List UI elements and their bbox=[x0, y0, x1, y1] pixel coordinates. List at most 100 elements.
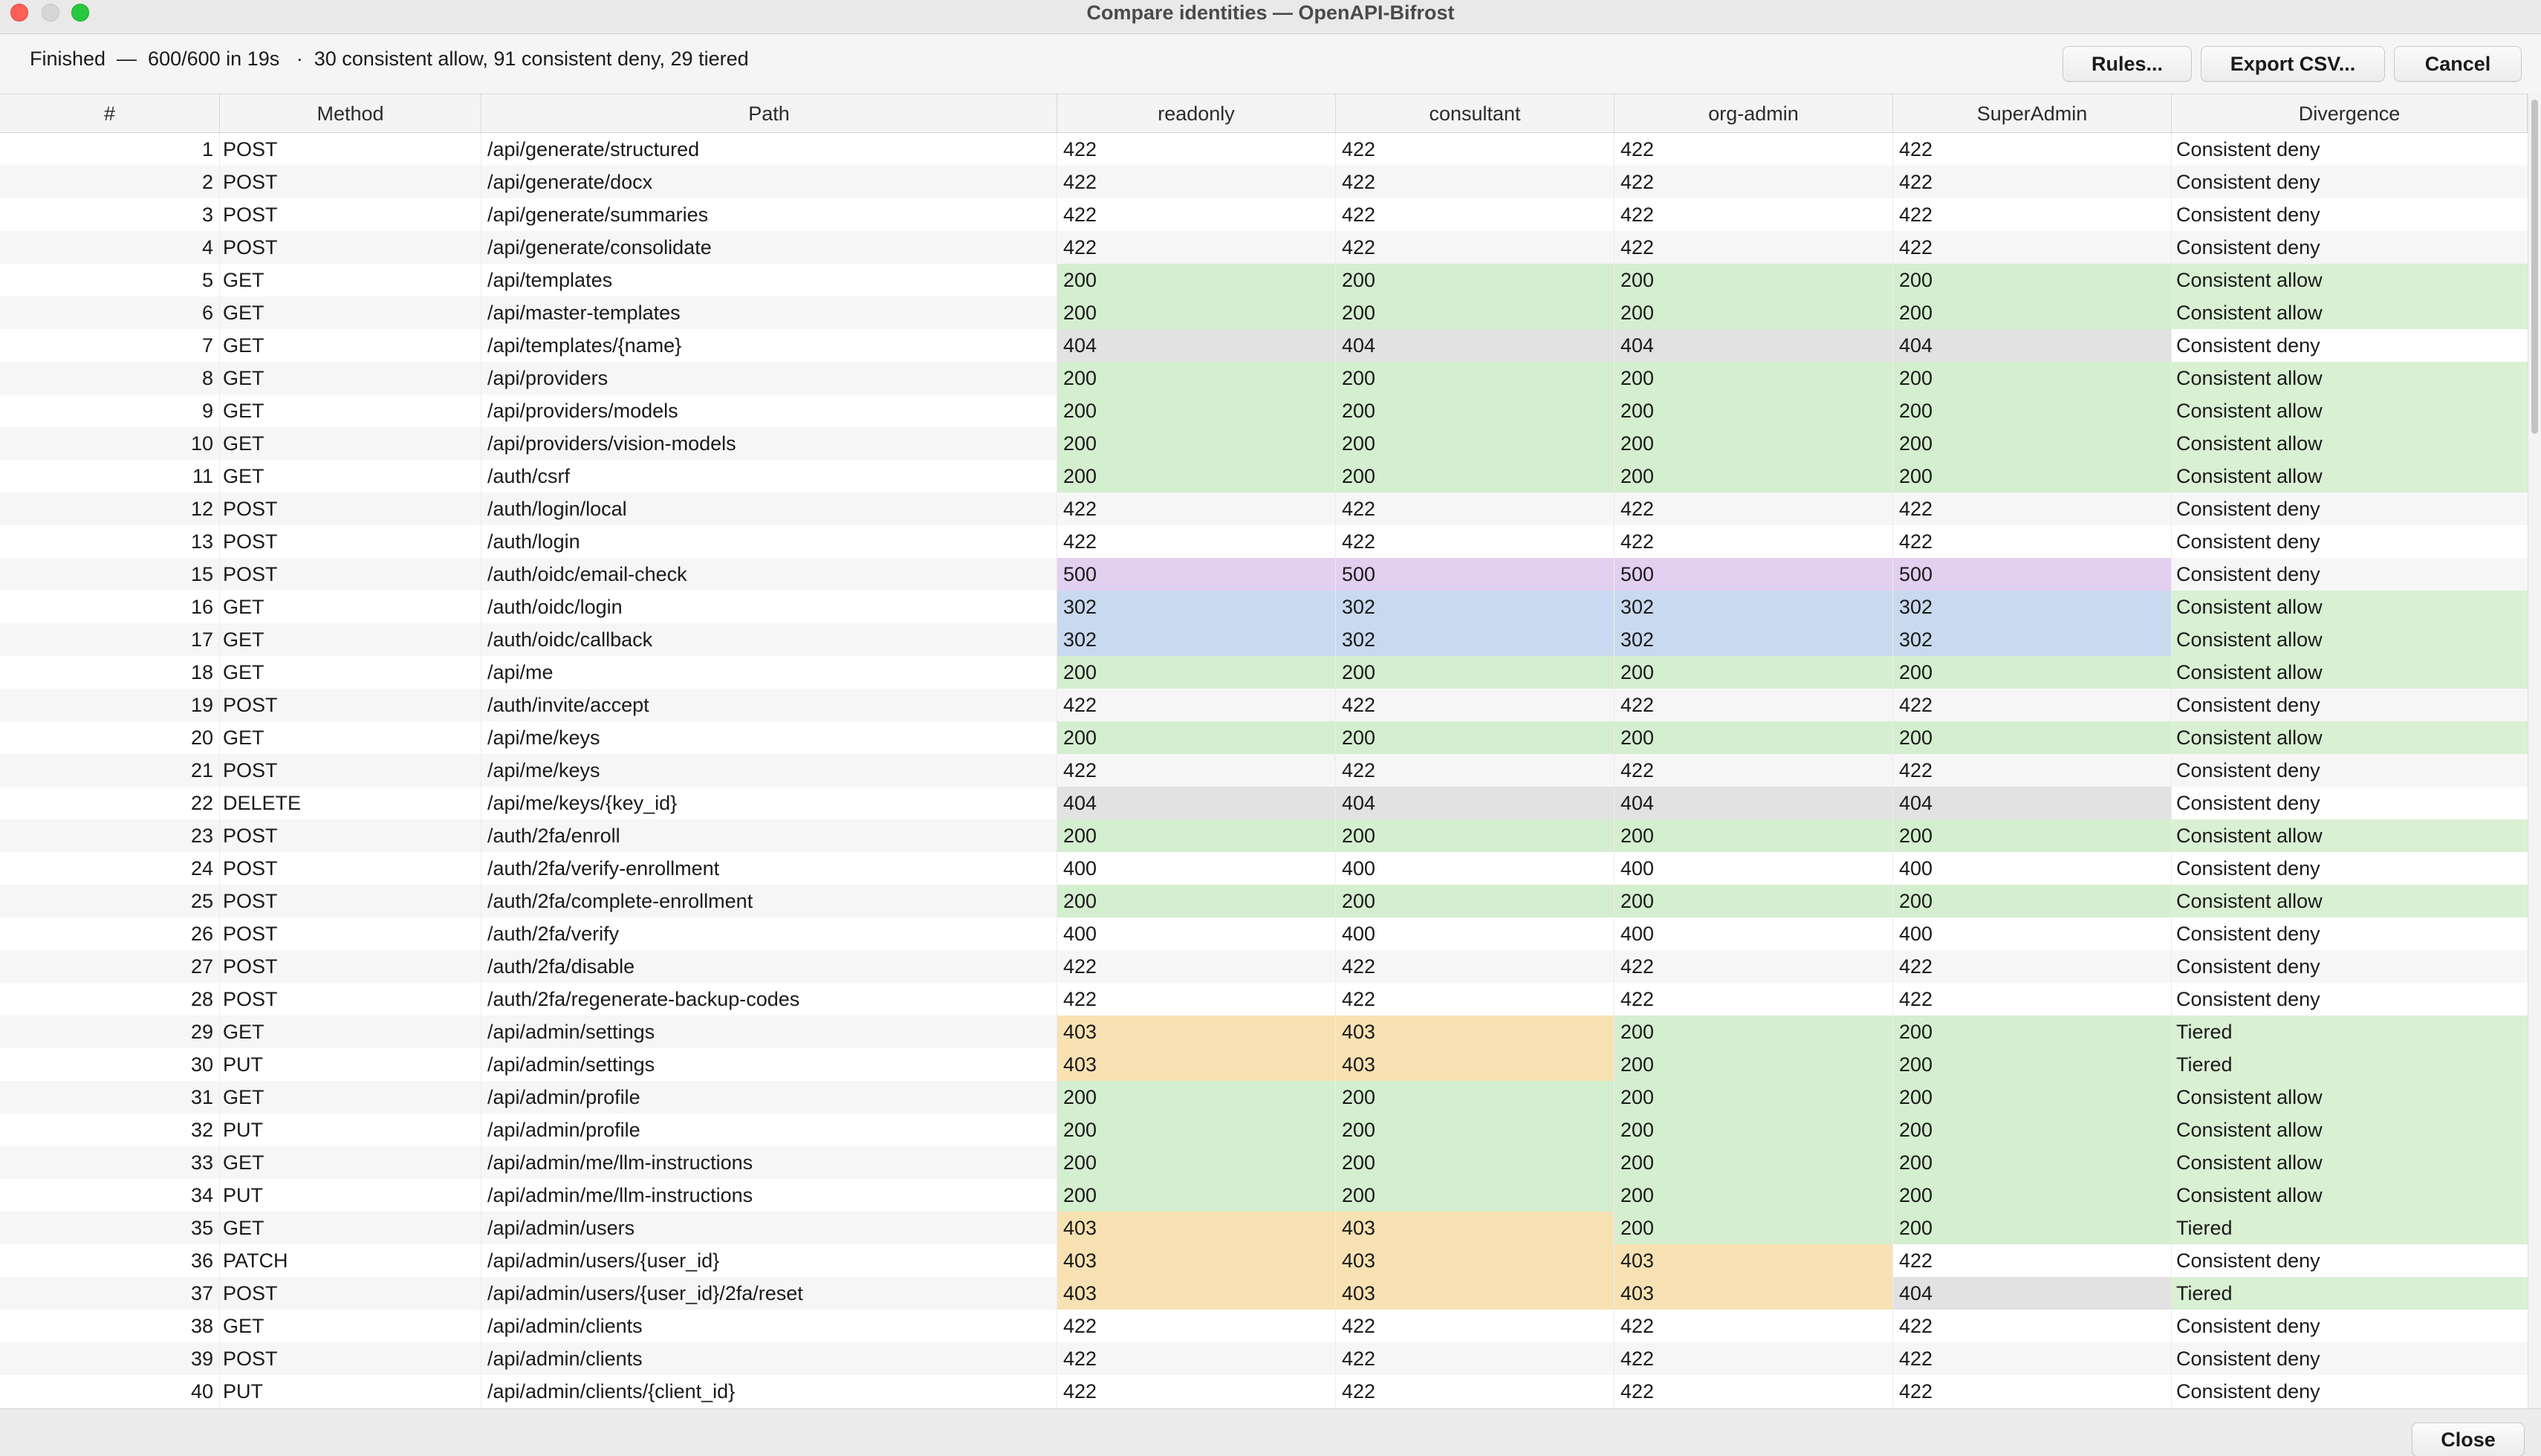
export-csv-button[interactable]: Export CSV... bbox=[2201, 46, 2385, 82]
status-code-cell: 200 bbox=[1057, 460, 1336, 493]
table-row[interactable]: 27 POST/auth/2fa/disable 422 422 422 422 Consi… bbox=[0, 950, 2528, 983]
results-table[interactable]: # Method Path readonly consultant org-admin Su… bbox=[0, 94, 2528, 1408]
table-row[interactable]: 22 DELETE/api/me/keys/{key_id} 404 404 404 40… bbox=[0, 787, 2528, 819]
path-cell: /api/admin/users/{user_id}/2fa/reset bbox=[481, 1277, 1057, 1310]
table-row[interactable]: 9 GET/api/providers/models 200 200 200 200 Con… bbox=[0, 394, 2528, 427]
path-cell: /auth/2fa/enroll bbox=[481, 819, 1057, 852]
path-cell: /api/admin/profile bbox=[481, 1114, 1057, 1146]
table-row[interactable]: 7 GET/api/templates/{name} 404 404 404 404 Con… bbox=[0, 329, 2528, 362]
table-row[interactable]: 31 GET/api/admin/profile 200 200 200 200 Consi… bbox=[0, 1081, 2528, 1114]
status-code-cell: 403 bbox=[1057, 1277, 1336, 1310]
table-row[interactable]: 33 GET/api/admin/me/llm-instructions 200 20… bbox=[0, 1146, 2528, 1179]
row-number: 29 bbox=[0, 1015, 220, 1048]
status-code-cell: 200 bbox=[1615, 264, 1893, 296]
divergence-cell: Consistent allow bbox=[2172, 819, 2528, 852]
row-number: 5 bbox=[0, 264, 220, 296]
vertical-scrollbar[interactable] bbox=[2528, 94, 2541, 1408]
row-number: 9 bbox=[0, 394, 220, 427]
status-code-cell: 200 bbox=[1893, 1114, 2172, 1146]
table-row[interactable]: 2 POST/api/generate/docx 422 422 422 422 Consi… bbox=[0, 166, 2528, 198]
status-code-cell: 200 bbox=[1615, 1146, 1893, 1179]
table-row[interactable]: 26 POST/auth/2fa/verify 400 400 400 400 Consis… bbox=[0, 917, 2528, 950]
column-header[interactable]: org-admin bbox=[1615, 94, 1893, 133]
table-row[interactable]: 32 PUT/api/admin/profile 200 200 200 200 Consi… bbox=[0, 1114, 2528, 1146]
divergence-cell: Consistent deny bbox=[2176, 138, 2320, 160]
status-code-cell: 422 bbox=[1336, 754, 1615, 787]
table-row[interactable]: 19 POST/auth/invite/accept 422 422 422 422 Con… bbox=[0, 689, 2528, 721]
column-header[interactable]: Path bbox=[481, 94, 1057, 133]
table-row[interactable]: 39 POST/api/admin/clients 422 422 422 422 Cons… bbox=[0, 1342, 2528, 1375]
column-header[interactable]: readonly bbox=[1057, 94, 1336, 133]
status-code-cell: 404 bbox=[1336, 329, 1615, 362]
status-code-cell: 302 bbox=[1615, 623, 1893, 656]
rules-button[interactable]: Rules... bbox=[2063, 46, 2192, 82]
table-row[interactable]: 21 POST/api/me/keys 422 422 422 422 Consistent… bbox=[0, 754, 2528, 787]
status-code-cell: 200 bbox=[1336, 460, 1615, 493]
table-row[interactable]: 30 PUT/api/admin/settings 403 403 200 200 Tier… bbox=[0, 1048, 2528, 1081]
path-cell: /api/providers/vision-models bbox=[481, 427, 1057, 460]
cancel-button[interactable]: Cancel bbox=[2394, 46, 2522, 82]
column-header[interactable]: Divergence bbox=[2172, 94, 2528, 133]
row-number: 12 bbox=[0, 493, 220, 525]
table-row[interactable]: 4 POST/api/generate/consolidate 422 422 422 4… bbox=[0, 231, 2528, 264]
column-header[interactable]: # bbox=[0, 94, 220, 133]
table-row[interactable]: 13 POST/auth/login 422 422 422 422 Consistent … bbox=[0, 525, 2528, 558]
table-row[interactable]: 29 GET/api/admin/settings 403 403 200 200 Tier… bbox=[0, 1015, 2528, 1048]
table-row[interactable]: 35 GET/api/admin/users 403 403 200 200 Tiered bbox=[0, 1212, 2528, 1244]
table-row[interactable]: 38 GET/api/admin/clients 422 422 422 422 Consi… bbox=[0, 1310, 2528, 1342]
table-row[interactable]: 24 POST/auth/2fa/verify-enrollment 400 400 4… bbox=[0, 852, 2528, 885]
method-cell: POST bbox=[220, 1277, 481, 1310]
close-window-icon[interactable] bbox=[10, 4, 28, 22]
scrollbar-thumb[interactable] bbox=[2531, 100, 2538, 434]
close-button[interactable]: Close bbox=[2412, 1423, 2525, 1456]
method-cell: GET bbox=[220, 296, 481, 329]
method-cell: GET bbox=[220, 264, 481, 296]
table-row[interactable]: 17 GET/auth/oidc/callback 302 302 302 302 Cons… bbox=[0, 623, 2528, 656]
status-code-cell: 403 bbox=[1336, 1048, 1615, 1081]
table-row[interactable]: 15 POST/auth/oidc/email-check 500 500 500 500… bbox=[0, 558, 2528, 591]
table-row[interactable]: 8 GET/api/providers 200 200 200 200 Consistent… bbox=[0, 362, 2528, 394]
table-row[interactable]: 12 POST/auth/login/local 422 422 422 422 Consi… bbox=[0, 493, 2528, 525]
status-code-cell: 200 bbox=[1615, 1114, 1893, 1146]
table-row[interactable]: 37 POST/api/admin/users/{user_id}/2fa/res… bbox=[0, 1277, 2528, 1310]
status-code-cell: 302 bbox=[1336, 623, 1615, 656]
table-row[interactable]: 6 GET/api/master-templates 200 200 200 200 Con… bbox=[0, 296, 2528, 329]
status-code-cell: 200 bbox=[1057, 362, 1336, 394]
table-row[interactable]: 34 PUT/api/admin/me/llm-instructions 200 20… bbox=[0, 1179, 2528, 1212]
status-code-cell: 200 bbox=[1893, 296, 2172, 329]
column-header[interactable]: Method bbox=[220, 94, 481, 133]
table-row[interactable]: 20 GET/api/me/keys 200 200 200 200 Consistent … bbox=[0, 721, 2528, 754]
status-code-cell: 422 bbox=[1057, 983, 1336, 1015]
path-cell: /api/me bbox=[481, 656, 1057, 689]
zoom-window-icon[interactable] bbox=[71, 4, 89, 22]
column-header[interactable]: consultant bbox=[1336, 94, 1615, 133]
status-code-cell: 422 bbox=[1893, 950, 2172, 983]
method-cell: GET bbox=[220, 721, 481, 754]
table-row[interactable]: 18 GET/api/me 200 200 200 200 Consistent allow bbox=[0, 656, 2528, 689]
table-row[interactable]: 11 GET/auth/csrf 200 200 200 200 Consistent al… bbox=[0, 460, 2528, 493]
table-row[interactable]: 25 POST/auth/2fa/complete-enrollment 200 20… bbox=[0, 885, 2528, 917]
method-cell: GET bbox=[220, 394, 481, 427]
status-code-cell: 500 bbox=[1893, 558, 2172, 591]
column-header[interactable]: SuperAdmin bbox=[1893, 94, 2172, 133]
status-code-cell: 200 bbox=[1336, 1179, 1615, 1212]
table-row[interactable]: 28 POST/auth/2fa/regenerate-backup-codes 4… bbox=[0, 983, 2528, 1015]
divergence-cell: Consistent deny bbox=[2176, 759, 2320, 781]
status-code-cell: 422 bbox=[1057, 493, 1336, 525]
status-code-cell: 422 bbox=[1893, 1342, 2172, 1375]
status-code-cell: 500 bbox=[1057, 558, 1336, 591]
table-row[interactable]: 10 GET/api/providers/vision-models 200 200 2… bbox=[0, 427, 2528, 460]
table-row[interactable]: 23 POST/auth/2fa/enroll 200 200 200 200 Consis… bbox=[0, 819, 2528, 852]
status-code-cell: 200 bbox=[1893, 1146, 2172, 1179]
table-row[interactable]: 40 PUT/api/admin/clients/{client_id} 422 42… bbox=[0, 1375, 2528, 1408]
status-code-cell: 422 bbox=[1336, 1375, 1615, 1408]
divergence-cell: Consistent allow bbox=[2172, 656, 2528, 689]
table-row[interactable]: 5 GET/api/templates 200 200 200 200 Consistent… bbox=[0, 264, 2528, 296]
table-row[interactable]: 3 POST/api/generate/summaries 422 422 422 422… bbox=[0, 198, 2528, 231]
minimize-window-icon[interactable] bbox=[42, 4, 59, 22]
table-row[interactable]: 1 POST/api/generate/structured 422 422 422 42… bbox=[0, 133, 2528, 166]
status-code-cell: 403 bbox=[1057, 1212, 1336, 1244]
method-cell: POST bbox=[220, 198, 481, 231]
table-row[interactable]: 36 PATCH/api/admin/users/{user_id} 403 403 4… bbox=[0, 1244, 2528, 1277]
table-row[interactable]: 16 GET/auth/oidc/login 302 302 302 302 Consist… bbox=[0, 591, 2528, 623]
